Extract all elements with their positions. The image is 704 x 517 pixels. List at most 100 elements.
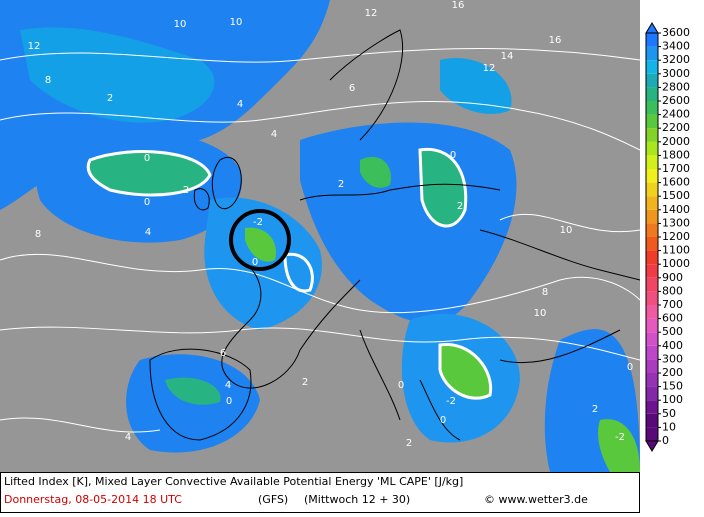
legend-swatch (646, 237, 658, 251)
legend-label: 1600 (662, 176, 690, 189)
contour-label: 4 (145, 227, 151, 238)
contour-label: 8 (35, 229, 41, 240)
cape-area (165, 377, 221, 405)
legend-swatch (646, 155, 658, 169)
contour-label: 0 (144, 197, 150, 208)
legend-label: 700 (662, 298, 683, 311)
legend-label: 1800 (662, 148, 690, 161)
contours (0, 47, 641, 433)
legend-label: 800 (662, 284, 683, 297)
contour-label: 8 (542, 287, 548, 298)
legend-label: 3400 (662, 40, 690, 53)
legend-label: 300 (662, 352, 683, 365)
legend-label: 100 (662, 393, 683, 406)
legend-swatch (646, 359, 658, 373)
contour-label: 0 (440, 415, 446, 426)
legend-label: 2000 (662, 135, 690, 148)
legend-swatch (646, 46, 658, 61)
contour-label: 2 (183, 185, 189, 196)
legend-swatch (646, 305, 658, 319)
cape-area (598, 419, 640, 472)
contour-label: 2 (457, 201, 463, 212)
cape-area (440, 344, 491, 399)
footer-model: (GFS) (258, 493, 288, 506)
legend-label: 1200 (662, 230, 690, 243)
legend-label: 2800 (662, 80, 690, 93)
contour-label: 10 (174, 19, 187, 30)
legend-swatch (646, 114, 658, 129)
legend-label: 2200 (662, 121, 690, 134)
legend-swatch (646, 386, 658, 401)
legend-swatch (646, 87, 658, 101)
contour-label: 2 (107, 93, 113, 104)
contour-label: 0 (627, 362, 633, 373)
contour-label: 8 (45, 75, 51, 86)
cape-area (420, 149, 466, 227)
legend-swatch (646, 250, 658, 265)
contour-label: 0 (226, 396, 232, 407)
coastlines (149, 29, 641, 441)
contour-label: 12 (28, 41, 41, 52)
contour-label: -2 (446, 396, 456, 407)
legend-label: 1400 (662, 203, 690, 216)
cape-area (360, 156, 391, 188)
legend-label: 3600 (662, 26, 690, 39)
legend-label: 2600 (662, 94, 690, 107)
contour-label: 6 (220, 348, 226, 359)
legend-label: 3000 (662, 67, 690, 80)
legend-label: 900 (662, 271, 683, 284)
contour-label: 14 (501, 51, 514, 62)
legend-swatch (646, 128, 658, 142)
legend-swatch (646, 345, 658, 360)
cape-area (88, 151, 210, 195)
contour-label: 16 (452, 0, 465, 11)
legend-swatch (646, 223, 658, 237)
cape-area (440, 58, 512, 114)
legend-label: 1700 (662, 162, 690, 175)
legend-swatch (646, 73, 658, 88)
legend-swatch (646, 413, 658, 428)
footer-date: Donnerstag, 08-05-2014 18 UTC (4, 493, 182, 506)
legend-swatch (646, 60, 658, 74)
contour-label: -2 (615, 432, 625, 443)
legend: 3600340032003000280026002400220020001800… (645, 22, 690, 452)
legend-swatch (646, 169, 658, 183)
legend-label: 500 (662, 325, 683, 338)
contour-label: 16 (549, 35, 562, 46)
footer-run: (Mittwoch 12 + 30) (304, 493, 410, 506)
legend-label: 10 (662, 420, 676, 433)
contour-label: -2 (253, 217, 263, 228)
contour-label: 4 (225, 380, 231, 391)
legend-swatch (646, 373, 658, 387)
legend-swatch (646, 33, 658, 47)
legend-swatch (646, 277, 658, 292)
contour-label: 12 (365, 8, 378, 19)
cape-area (20, 27, 215, 123)
legend-label: 3200 (662, 53, 690, 66)
contour-label: 2 (406, 438, 412, 449)
legend-swatch (646, 427, 658, 441)
legend-label: 1100 (662, 244, 690, 257)
legend-swatch (646, 196, 658, 210)
legend-swatch (646, 264, 658, 278)
legend-label: 2400 (662, 108, 690, 121)
legend-swatch (646, 332, 658, 346)
contour-label: 4 (237, 99, 243, 110)
contour-label: 4 (125, 432, 131, 443)
legend-label: 1300 (662, 216, 690, 229)
legend-swatch (646, 101, 658, 115)
contour-label: 0 (450, 150, 456, 161)
legend-swatch (646, 318, 658, 333)
contour-label: 2 (302, 377, 308, 388)
legend-swatch (646, 291, 658, 305)
legend-label: 1000 (662, 257, 690, 270)
legend-label: 1500 (662, 189, 690, 202)
contour-label: 10 (230, 17, 243, 28)
legend-label: 50 (662, 407, 676, 420)
contour-label: 0 (398, 380, 404, 391)
contour-label: 12 (483, 63, 496, 74)
legend-label: 400 (662, 339, 683, 352)
